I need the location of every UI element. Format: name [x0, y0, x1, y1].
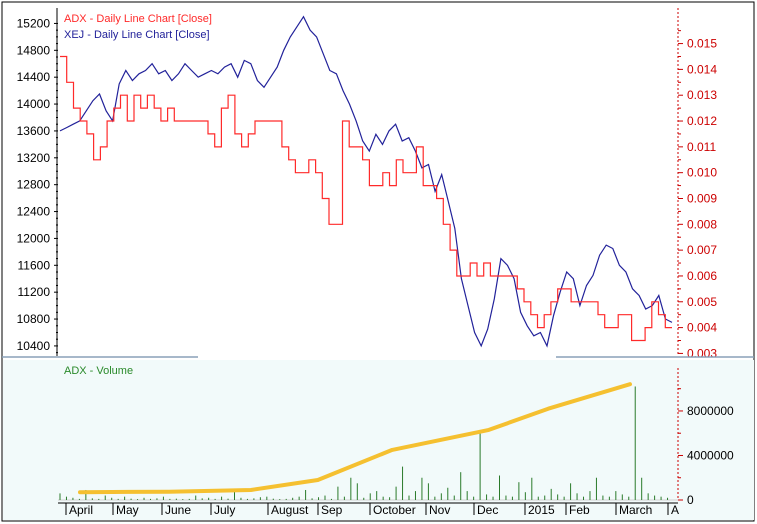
left-tick-label: 11200: [18, 285, 51, 299]
right-tick-label: 0.010: [687, 166, 717, 180]
month-label: 2015: [528, 503, 555, 517]
left-tick-label: 14400: [17, 70, 51, 84]
volume-bars: [59, 386, 669, 500]
left-tick-label: 12400: [17, 205, 51, 219]
legend-volume: ADX - Volume: [64, 365, 133, 377]
right-tick-label: 0.009: [687, 191, 717, 205]
left-tick-label: 13600: [17, 124, 51, 138]
right-tick-label: 0.006: [687, 269, 717, 283]
divider-gap: [198, 354, 556, 362]
right-tick-label: 0.004: [687, 321, 717, 335]
month-label: Sep: [321, 503, 343, 517]
right-tick-label: 0.014: [687, 62, 717, 76]
right-tick-label: 0.005: [687, 295, 717, 309]
volume-tick-label: 8000000: [687, 404, 734, 418]
month-label: A: [671, 503, 679, 517]
month-label: August: [271, 503, 309, 517]
xej-line: [59, 15, 673, 348]
right-tick-label: 0.011: [687, 140, 716, 154]
left-tick-label: 14000: [17, 97, 51, 111]
left-tick-label: 11600: [18, 258, 51, 272]
month-label: May: [116, 503, 139, 517]
right-axis: 0.015 0.014 0.013 0.012 0.011 0.010 0.009 0.008…: [678, 30, 717, 360]
volume-right-axis: 8000000 4000000 0: [678, 388, 734, 507]
right-tick-label: 0.013: [687, 88, 717, 102]
left-tick-label: 15200: [17, 16, 51, 30]
left-tick-label: 10400: [17, 339, 51, 353]
left-tick-label: 12000: [17, 231, 51, 245]
trend-line: [78, 382, 632, 495]
price-lines: [59, 15, 673, 348]
month-axis: April May June July August Sep October Nov Dec 20…: [65, 503, 679, 517]
month-label: October: [373, 503, 416, 517]
volume-tick-label: 4000000: [687, 448, 734, 462]
month-label: Nov: [429, 503, 450, 517]
month-label: Feb: [569, 503, 590, 517]
month-label: March: [619, 503, 652, 517]
volume-tick-label: 0: [687, 493, 694, 507]
trend-path: [78, 382, 632, 495]
left-tick-label: 10800: [17, 312, 51, 326]
month-label: April: [69, 503, 93, 517]
right-tick-label: 0.003: [687, 346, 717, 360]
right-tick-label: 0.015: [687, 37, 717, 51]
right-tick-label: 0.012: [687, 114, 717, 128]
month-label: July: [214, 503, 235, 517]
left-tick-label: 13200: [17, 151, 51, 165]
month-label: Dec: [477, 503, 498, 517]
adx-line: [60, 55, 672, 342]
price-panel: [58, 8, 678, 356]
legend-adx: ADX - Daily Line Chart [Close]: [64, 13, 212, 25]
left-axis: 15200 14800 14400 14000 13600 13200 12800 12400…: [17, 16, 58, 354]
legend-xej: XEJ - Daily Line Chart [Close]: [64, 29, 210, 41]
right-tick-label: 0.008: [687, 217, 717, 231]
left-tick-label: 14800: [17, 43, 51, 57]
right-tick-label: 0.007: [687, 243, 717, 257]
month-label: June: [165, 503, 191, 517]
left-tick-label: 12800: [17, 178, 51, 192]
